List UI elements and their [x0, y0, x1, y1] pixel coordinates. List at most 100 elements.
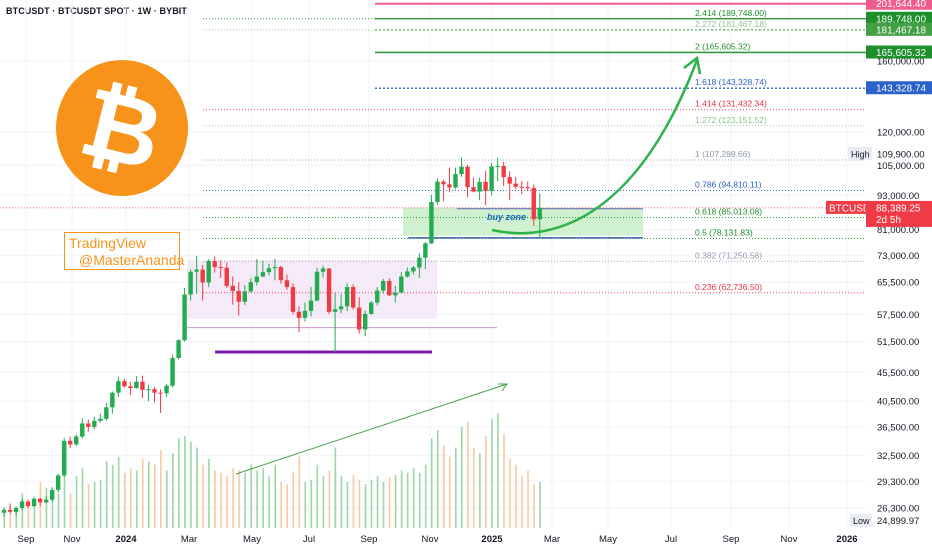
volume-bar [370, 479, 373, 528]
candle-body [176, 340, 181, 359]
volume-bar [418, 472, 421, 528]
candle-body [477, 181, 482, 192]
candle-body [224, 267, 229, 286]
x-axis-bg [0, 528, 932, 550]
candle-body [519, 186, 524, 188]
symbol-tag-label: BTCUSDT [829, 203, 876, 214]
volume-bar [69, 493, 72, 528]
candle-body [447, 184, 452, 188]
candle-body [356, 307, 362, 330]
volume-bar [322, 476, 325, 528]
candle-body [411, 267, 416, 272]
volume-bar [539, 482, 541, 528]
price-tag-label: 189,748.00 [876, 14, 926, 25]
y-tick-label: 32,500.00 [877, 451, 919, 462]
volume-bar [178, 438, 180, 528]
candle-body [302, 310, 308, 318]
volume-bar [262, 468, 264, 528]
price-tag-label: 201,644.40 [876, 0, 926, 10]
candle-body [272, 267, 278, 269]
volume-bar [521, 476, 523, 528]
volume-bar [111, 464, 114, 528]
candle-body [25, 501, 31, 507]
volume-bar [9, 502, 12, 528]
candle-body [429, 202, 434, 244]
candle-body [417, 257, 422, 268]
candle-body [338, 306, 344, 310]
volume-bar [184, 436, 186, 528]
candle-body [194, 269, 199, 272]
high-tag-bg [848, 146, 872, 160]
fib-label-2.414: 2.414 (189,748.00) [695, 8, 767, 18]
volume-bar [388, 477, 391, 528]
candle-body [266, 268, 272, 273]
volume-bar [430, 438, 433, 528]
volume-bar [298, 456, 301, 528]
volume-bar [123, 472, 126, 528]
candle-body [55, 475, 61, 490]
fib-label-1.272: 1.272 (123,151.52) [695, 115, 767, 125]
fib-label-2: 2 (165,605.32) [695, 41, 750, 51]
candle-body [495, 165, 500, 167]
candle-body [212, 261, 217, 268]
projection-arrowhead [683, 55, 702, 75]
volume-bar [533, 484, 535, 528]
volume-bar [274, 464, 276, 528]
volume-bar [461, 426, 463, 528]
candle-body [206, 261, 211, 283]
candle-body [13, 508, 19, 512]
y-tick-label: 65,500.00 [877, 278, 919, 289]
candle-body [332, 309, 338, 312]
volume-bar [51, 495, 54, 528]
y-tick-label: 120,000.00 [877, 128, 925, 139]
bitcoin-logo: ₿ [56, 60, 188, 196]
y-tick-label: 93,000.00 [877, 191, 919, 202]
volume-bar [424, 464, 427, 528]
x-tick-label: Sep [361, 534, 378, 545]
candle-body [1, 509, 7, 513]
volume-bar [75, 476, 78, 528]
fib-label-0.786: 0.786 (94,810.11) [695, 180, 762, 190]
volume-bar [190, 441, 192, 528]
volume-bar [21, 493, 24, 528]
price-tag [866, 45, 932, 59]
candle-body [134, 381, 139, 389]
price-tag [866, 81, 932, 95]
y-tick-label: 160,000.00 [877, 57, 925, 68]
volume-trend-line [235, 383, 508, 475]
candle-body [369, 302, 374, 314]
volume-bar [382, 482, 385, 528]
volume-bar [160, 449, 162, 528]
candle-body [314, 271, 320, 301]
candle-body [74, 436, 79, 445]
fib-label-1.414: 1.414 (131,432.34) [695, 99, 767, 109]
volume-bar [244, 472, 246, 528]
high-value: 109,900.00 [877, 149, 925, 160]
x-tick-label: Mar [181, 534, 197, 545]
y-tick-label: 51,500.00 [877, 337, 919, 348]
volume-bar [154, 464, 156, 528]
candle-body [80, 423, 85, 437]
fib-label-0.236: 0.236 (62,736.50) [695, 282, 762, 292]
volume-bar [310, 479, 313, 528]
volume-bar [147, 461, 150, 528]
candle-body [453, 174, 458, 188]
price-tag-label: 143,328.74 [876, 84, 926, 95]
volume-bar [99, 479, 102, 528]
price-tag [866, 0, 932, 10]
volume-bar [334, 447, 337, 528]
price-tag-label: 165,605.32 [876, 48, 926, 59]
projection-arrow [491, 59, 699, 235]
volume-bar [491, 418, 493, 528]
x-tick-label: May [243, 534, 261, 545]
volume-bar [220, 472, 222, 528]
candle-body [260, 272, 266, 277]
candle-body [188, 271, 193, 295]
candle-body [405, 271, 410, 277]
volume-bar [135, 470, 138, 528]
candle-body [381, 280, 386, 291]
volume-bar [448, 456, 451, 528]
x-tick-label: Nov [781, 534, 798, 545]
candle-body [375, 290, 380, 303]
